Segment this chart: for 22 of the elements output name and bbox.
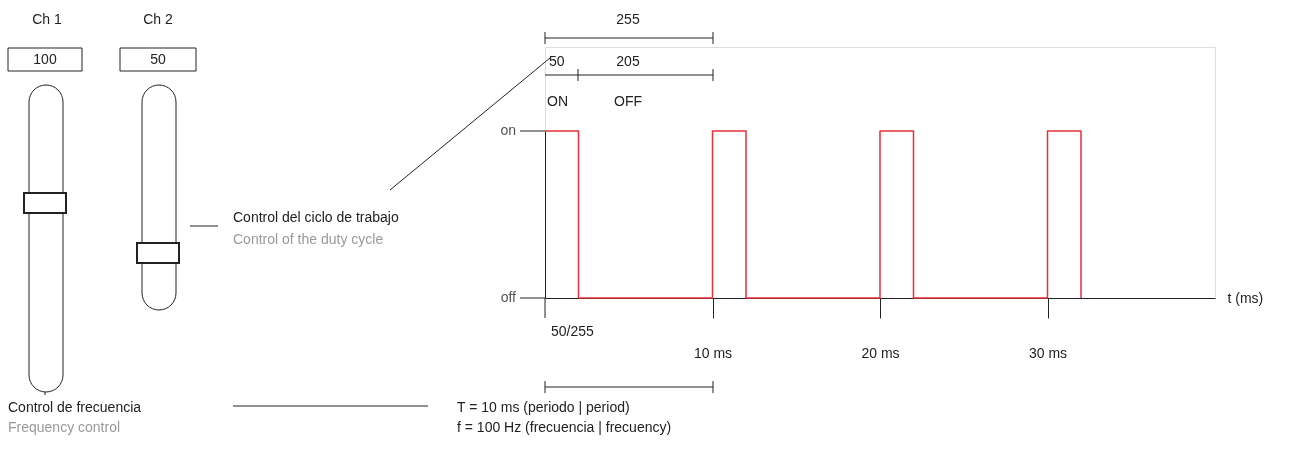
text: 205 bbox=[616, 53, 640, 69]
text: OFF bbox=[614, 93, 642, 109]
x-tick-label: 30 ms bbox=[1028, 344, 1068, 361]
text: Control of the duty cycle bbox=[233, 231, 384, 247]
text: off bbox=[500, 289, 517, 305]
text: 100 bbox=[33, 51, 57, 67]
text: on bbox=[500, 122, 516, 138]
text: 50 bbox=[150, 51, 166, 67]
text: ON bbox=[547, 93, 568, 109]
text: 255 bbox=[616, 11, 640, 27]
text: Ch 1 bbox=[32, 11, 62, 27]
text: T = 10 ms (periodo | period) bbox=[457, 399, 630, 415]
text: Control de frecuencia bbox=[8, 399, 142, 415]
x-tick-label: 20 ms bbox=[861, 344, 900, 361]
text: 50/255 bbox=[551, 323, 595, 339]
x-axis-title: t (ms) bbox=[1227, 289, 1264, 306]
text: Control del ciclo de trabajo bbox=[233, 209, 399, 225]
text: f = 100 Hz (frecuencia | frecuency) bbox=[457, 419, 672, 435]
text: Frequency control bbox=[8, 419, 121, 435]
text: 50 bbox=[549, 53, 565, 69]
x-tick-label: 10 ms bbox=[693, 344, 733, 361]
text: Ch 2 bbox=[143, 11, 173, 27]
